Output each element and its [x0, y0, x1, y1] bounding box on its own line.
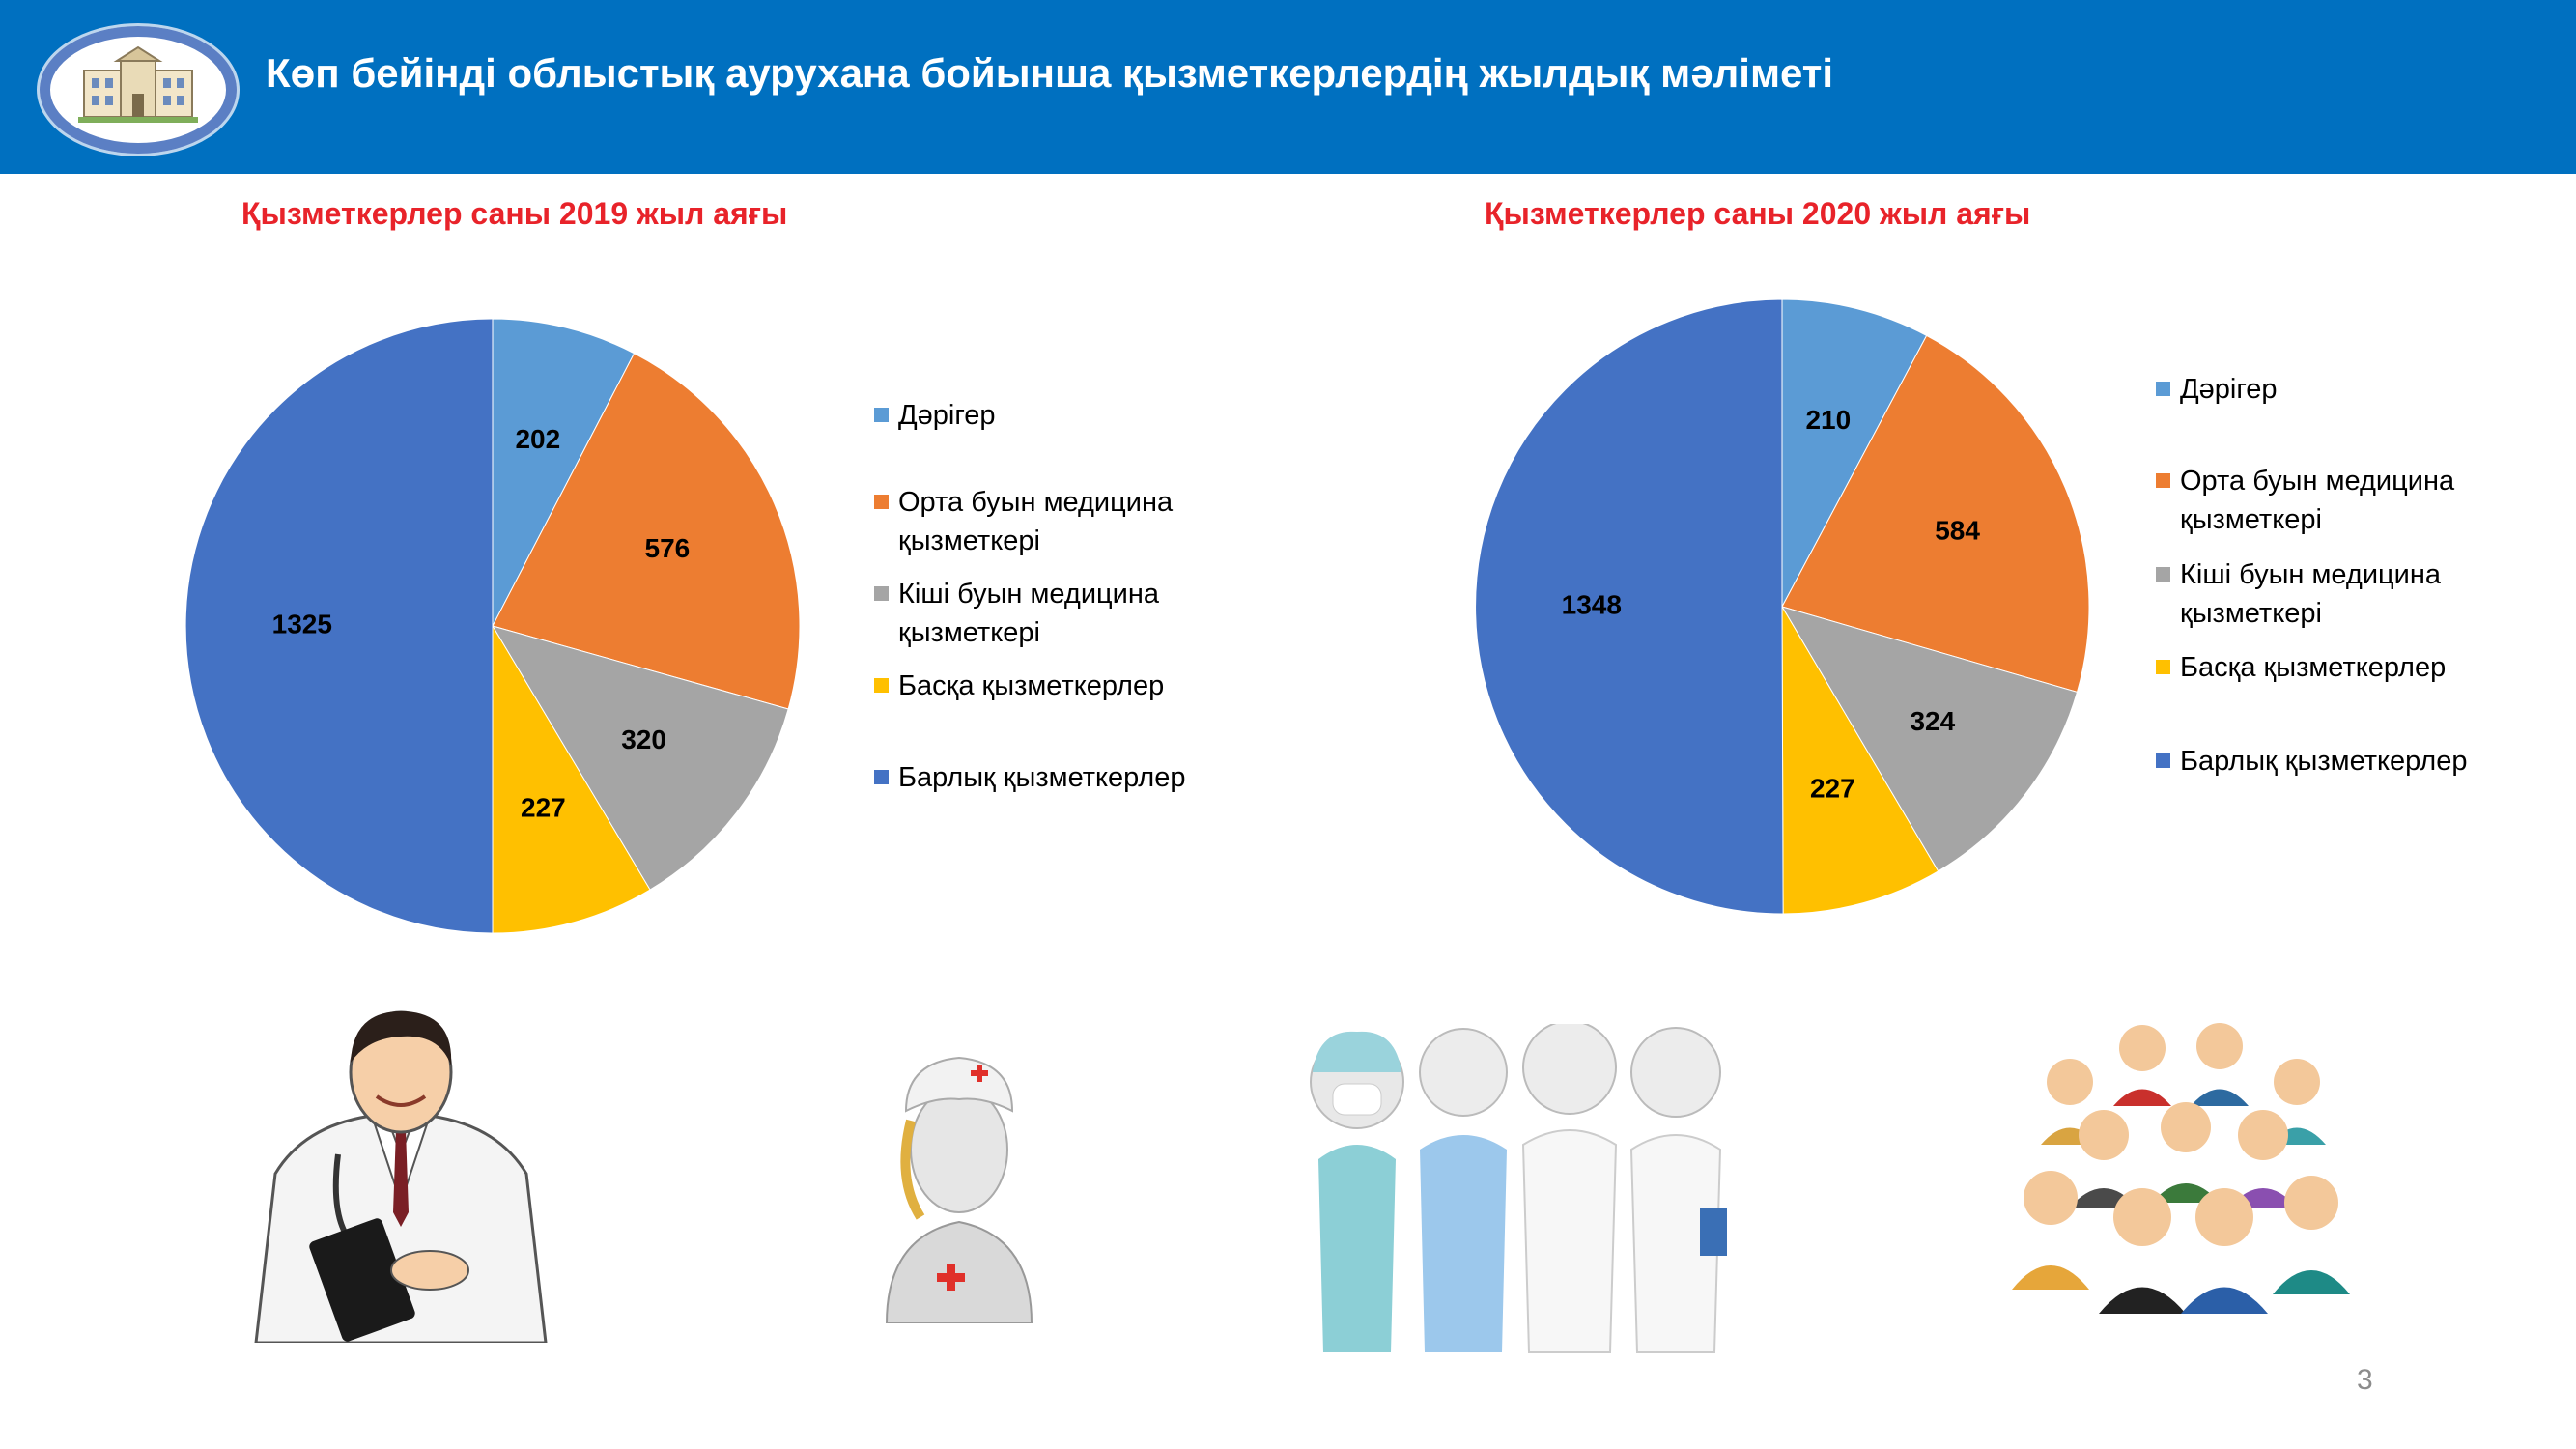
pie-slice-3	[1780, 606, 2079, 872]
pie-slice-2	[1781, 334, 2090, 694]
legend-swatch	[874, 408, 889, 422]
legend-label: Орта буын медицина қызметкері	[898, 487, 1174, 556]
hospital-logo	[37, 23, 240, 156]
legend-label: Барлық қызметкерлер	[898, 762, 1186, 793]
legend-item: Кіші буын медицина қызметкері	[874, 575, 1217, 652]
legend-item: Орта буын медицина қызметкері	[874, 483, 1217, 560]
medical-team-icon	[1310, 1024, 1727, 1353]
legend-label: Орта буын медицина қызметкері	[2180, 466, 2455, 535]
legend-item: Дәрігер	[2156, 370, 2499, 409]
slice-value-label: 320	[621, 724, 666, 754]
legend-swatch	[874, 770, 889, 784]
doctor-icon	[254, 1010, 548, 1343]
legend-item: Дәрігер	[874, 396, 1217, 435]
legend-swatch	[2156, 382, 2170, 396]
legend-swatch	[874, 495, 889, 509]
legend-swatch	[2156, 753, 2170, 768]
legend-item: Басқа қызметкерлер	[874, 667, 1217, 705]
legend-2019: Дәрігер Орта буын медицина қызметкері Кіші…	[874, 396, 1222, 802]
staff-group-icon	[2012, 1023, 2350, 1314]
page-title: Көп бейінді облыстық аурухана бойынша қы…	[266, 50, 1834, 96]
pie-slice-5	[184, 318, 494, 934]
pie-slice-4	[1781, 605, 1939, 915]
slice-value-label: 210	[1805, 405, 1851, 435]
legend-label: Басқа қызметкерлер	[2180, 652, 2447, 683]
slice-value-label: 1325	[272, 609, 332, 639]
legend-2020: Дәрігер Орта буын медицина қызметкері Кіші…	[2156, 370, 2504, 795]
pie-slice-3	[491, 625, 789, 891]
legend-swatch	[2156, 473, 2170, 488]
legend-label: Кіші буын медицина қызметкері	[898, 579, 1159, 648]
legend-item: Орта буын медицина қызметкері	[2156, 462, 2499, 539]
legend-label: Кіші буын медицина қызметкері	[2180, 559, 2441, 629]
legend-label: Басқа қызметкерлер	[898, 670, 1165, 701]
pie-slice-5	[1475, 298, 1784, 915]
chart-2019-title: Қызметкерлер саны 2019 жыл аяғы	[241, 196, 788, 231]
slice-value-label: 324	[1910, 706, 1955, 736]
slice-value-label: 584	[1935, 516, 1980, 546]
chart-2020-title: Қызметкерлер саны 2020 жыл аяғы	[1485, 196, 2031, 231]
legend-item: Кіші буын медицина қызметкері	[2156, 555, 2499, 633]
header-bar: Көп бейінді облыстық аурухана бойынша қы…	[0, 0, 2576, 174]
page-number: 3	[2357, 1364, 2373, 1396]
slice-value-label: 227	[521, 792, 566, 822]
legend-label: Дәрігер	[898, 400, 996, 431]
slice-value-label: 227	[1810, 773, 1855, 803]
slice-value-label: 576	[645, 533, 691, 563]
hospital-building-icon	[40, 26, 237, 154]
nurse-icon	[885, 1056, 1033, 1323]
pie-chart-2019: 202 576 320 227 1325	[184, 318, 801, 934]
legend-item: Басқа қызметкерлер	[2156, 648, 2499, 687]
pie-chart-2020: 210 584 324 227 1348	[1475, 298, 2090, 915]
pie-slice-4	[492, 624, 651, 934]
pie-slice-1	[492, 318, 636, 627]
legend-item: Барлық қызметкерлер	[874, 758, 1217, 797]
pie-slice-1	[1781, 298, 1928, 608]
legend-swatch	[874, 586, 889, 601]
slice-value-label: 202	[515, 424, 560, 454]
legend-item: Барлық қызметкерлер	[2156, 742, 2499, 781]
legend-label: Дәрігер	[2180, 374, 2278, 405]
legend-label: Барлық қызметкерлер	[2180, 746, 2468, 777]
legend-swatch	[2156, 567, 2170, 582]
slice-value-label: 1348	[1562, 590, 1622, 620]
legend-swatch	[2156, 660, 2170, 674]
legend-swatch	[874, 678, 889, 693]
pie-slice-2	[492, 353, 801, 710]
